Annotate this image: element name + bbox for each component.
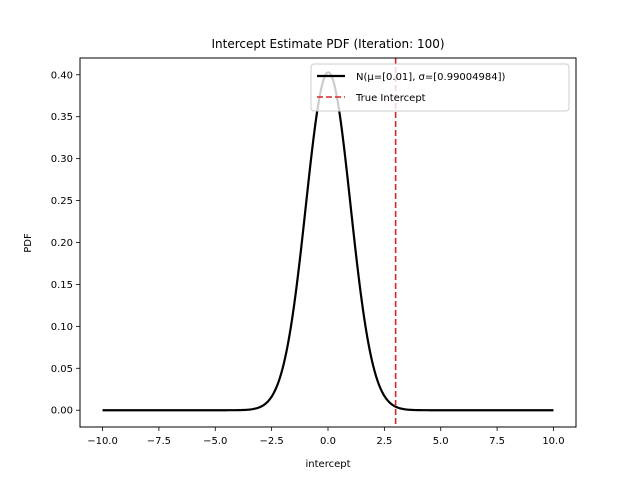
legend-box (310, 63, 570, 112)
y-tick-label: 0.20 (51, 238, 73, 249)
y-axis-ticks: 0.00 0.05 0.10 0.15 0.20 0.25 0.30 0.35 0.40 (51, 70, 80, 417)
y-tick-label: 0.05 (51, 364, 73, 375)
y-axis-label: PDF (23, 233, 34, 253)
y-tick-label: 0.10 (51, 322, 73, 333)
y-tick-label: 0.35 (51, 112, 73, 123)
x-tick-label: −5.0 (203, 436, 227, 447)
legend-label-pdf: N(μ=[0.01], σ=[0.99004984]) (356, 72, 506, 83)
x-tick-label: −10.0 (87, 436, 118, 447)
x-tick-label: 5.0 (433, 436, 449, 447)
y-tick-label: 0.40 (51, 70, 73, 81)
y-tick-label: 0.00 (51, 406, 73, 417)
chart-title: Intercept Estimate PDF (Iteration: 100) (211, 37, 444, 51)
x-tick-label: 0.0 (320, 436, 336, 447)
x-tick-label: 2.5 (376, 436, 392, 447)
legend-label-true-intercept: True Intercept (355, 93, 426, 104)
y-tick-label: 0.30 (51, 154, 73, 165)
x-axis-ticks: −10.0 −7.5 −5.0 −2.5 0.0 2.5 5.0 7.5 10.0 (87, 427, 565, 447)
y-tick-label: 0.15 (51, 280, 73, 291)
x-tick-label: −7.5 (147, 436, 171, 447)
y-tick-label: 0.25 (51, 196, 73, 207)
legend: N(μ=[0.01], σ=[0.99004984]) True Interce… (310, 63, 570, 112)
x-tick-label: −2.5 (259, 436, 283, 447)
x-tick-label: 7.5 (489, 436, 505, 447)
x-axis-label: intercept (306, 459, 351, 470)
x-tick-label: 10.0 (542, 436, 564, 447)
